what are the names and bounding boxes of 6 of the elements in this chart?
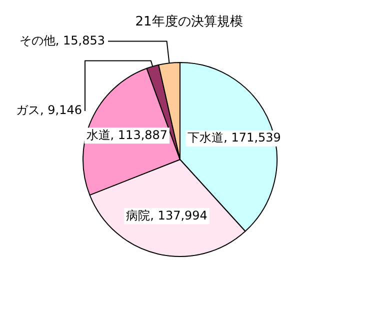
slice-label: その他, 15,853 xyxy=(19,33,105,48)
slice-label: 病院, 137,994 xyxy=(126,208,208,222)
slice-label: 水道, 113,887 xyxy=(86,128,168,142)
slice-label: ガス, 9,146 xyxy=(16,103,82,118)
chart-title: 21年度の決算規模 xyxy=(135,13,243,30)
slice-label: 下水道, 171,539 xyxy=(188,130,281,145)
